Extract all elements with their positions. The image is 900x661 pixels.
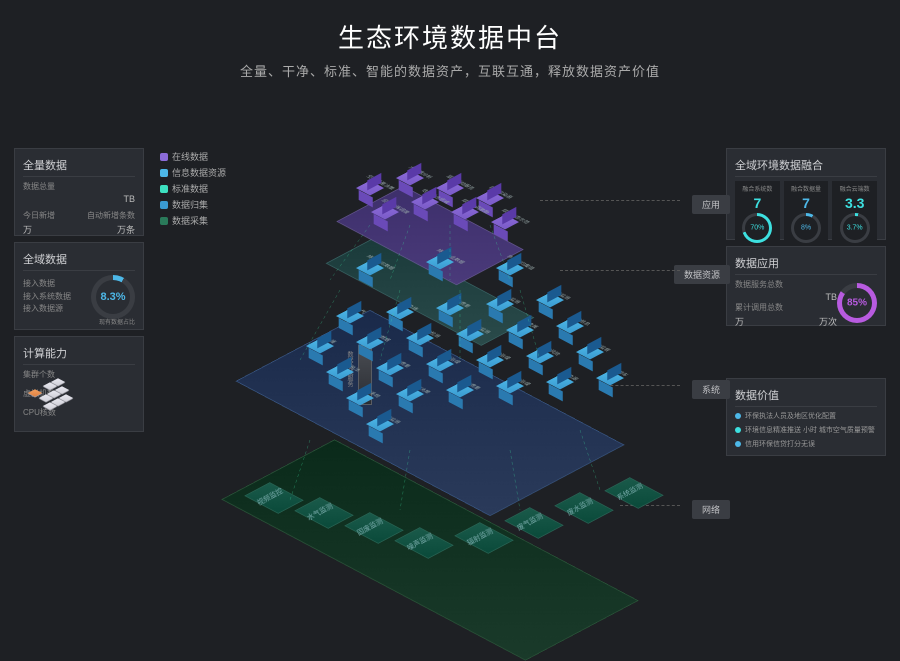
global-data-ring: 8.3%: [91, 275, 135, 319]
panel-compute: 计算能力 集群个数 虚拟机数 CPU核数: [14, 336, 144, 432]
tag-network: 网络: [692, 500, 730, 519]
panel-fusion: 全域环境数据融合 融合系统数 7 70% 融合数据量 7 8% 融合云端数 3.…: [726, 148, 886, 240]
panel-global-data: 全域数据 接入数据 接入系统数据 接入数据源 8.3% 现有数据占比: [14, 242, 144, 330]
panel-full-data: 全量数据 数据总量 TB 今日新增 自动新增条数 万 万条: [14, 148, 144, 236]
page-subtitle: 全量、干净、标准、智能的数据资产，互联互通，释放数据资产价值: [0, 61, 900, 80]
tag-system: 系统: [692, 380, 730, 399]
page-title: 生态环境数据中台: [0, 18, 900, 55]
tag-app: 应用: [692, 195, 730, 214]
tag-resource: 数据资源: [674, 265, 730, 284]
panel-value: 数据价值 环保执法人员及地区优化配置 环境信息精准推送 小时 城市空气质量预警 …: [726, 378, 886, 456]
isometric-diagram: 数据总线服务 应用 数据资源 系统 网络 空气质量决策大数据分析监管联动服务在线…: [160, 160, 700, 540]
header: 生态环境数据中台 全量、干净、标准、智能的数据资产，互联互通，释放数据资产价值: [0, 0, 900, 88]
panel-data-app: 数据应用 数据服务总数 TB 累计调用总数 万万次 85%: [726, 246, 886, 326]
compute-cubes-icon: [25, 373, 85, 423]
